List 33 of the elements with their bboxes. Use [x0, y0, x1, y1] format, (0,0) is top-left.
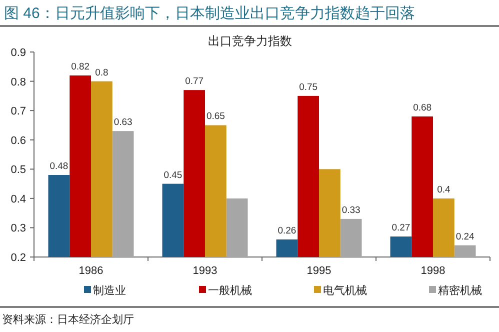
- data-label: 0.33: [342, 204, 360, 216]
- x-tick-label: 1995: [306, 265, 332, 277]
- y-tick-label: 0.8: [10, 76, 26, 88]
- data-label: 0.68: [413, 102, 432, 114]
- y-tick-label: 0.2: [10, 252, 26, 264]
- data-label: 0.75: [299, 82, 318, 93]
- y-tick-label: 0.5: [10, 164, 26, 176]
- data-label: 0.8: [95, 67, 108, 78]
- legend-label: 精密机械: [438, 284, 482, 297]
- data-label: 0.77: [185, 76, 204, 88]
- data-label: 0.65: [206, 111, 225, 122]
- chart-subtitle: 出口竞争力指数: [208, 34, 292, 48]
- data-label: 0.26: [278, 225, 296, 236]
- data-label: 0.45: [164, 170, 182, 181]
- legend-label: 电气机械: [323, 284, 367, 297]
- y-tick-label: 0.4: [10, 193, 26, 206]
- data-label: 0.82: [71, 61, 90, 72]
- text: 资料来源：日本经济企划厅: [2, 313, 134, 326]
- x-tick-label: 1986: [78, 265, 104, 277]
- x-tick-label: 1993: [192, 265, 218, 277]
- legend-label: 一般机械: [208, 284, 252, 297]
- y-tick-label: 0.7: [10, 106, 26, 118]
- data-label: 0.27: [392, 222, 410, 234]
- data-label: 0.63: [114, 117, 132, 128]
- data-label: 0.24: [456, 231, 474, 242]
- y-tick-label: 0.9: [10, 47, 26, 59]
- chart-title: 图 46：日元升值影响下，日本制造业出口竞争力指数趋于回落: [4, 5, 415, 22]
- x-tick-label: 1998: [420, 265, 446, 277]
- data-label: 0.48: [50, 161, 68, 172]
- legend-label: 制造业: [93, 284, 126, 297]
- y-tick-label: 0.3: [10, 222, 26, 235]
- y-tick-label: 0.6: [10, 134, 26, 147]
- data-label: 0.4: [437, 184, 450, 196]
